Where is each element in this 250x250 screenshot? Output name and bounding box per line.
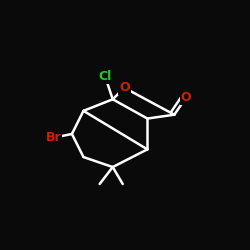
Text: O: O — [119, 81, 130, 94]
Text: O: O — [180, 91, 191, 104]
Text: Cl: Cl — [98, 70, 112, 83]
Text: Br: Br — [46, 131, 61, 144]
